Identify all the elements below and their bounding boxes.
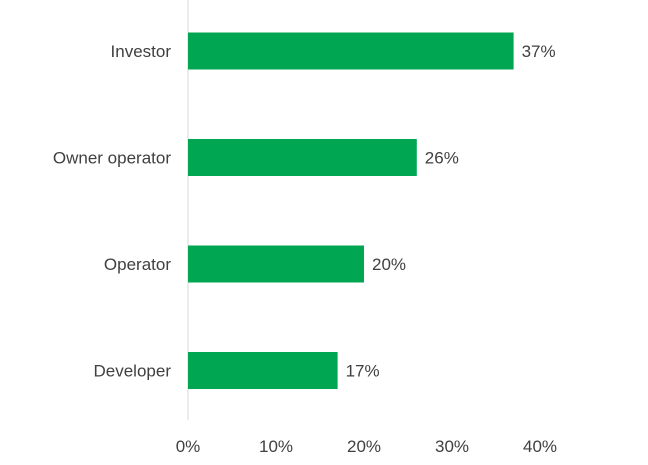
- category-label: Operator: [104, 255, 171, 274]
- value-label: 37%: [522, 42, 556, 61]
- x-tick-label: 10%: [259, 437, 293, 456]
- x-tick-labels: 0% 10% 20% 30% 40%: [176, 437, 557, 456]
- x-tick-label: 20%: [347, 437, 381, 456]
- bars-group: [188, 32, 514, 389]
- category-label: Investor: [111, 42, 172, 61]
- value-label: 17%: [346, 362, 380, 381]
- bar-investor: [188, 32, 514, 70]
- category-labels: Investor Owner operator Operator Developer: [53, 42, 171, 381]
- bar-developer: [188, 352, 338, 389]
- value-labels: 37% 26% 20% 17%: [346, 42, 556, 381]
- bar-owner-operator: [188, 139, 417, 176]
- x-tick-label: 30%: [435, 437, 469, 456]
- x-tick-label: 40%: [523, 437, 557, 456]
- bar-operator: [188, 245, 364, 283]
- category-label: Developer: [94, 362, 172, 381]
- category-label: Owner operator: [53, 149, 171, 168]
- value-label: 20%: [372, 255, 406, 274]
- x-tick-label: 0%: [176, 437, 201, 456]
- value-label: 26%: [425, 149, 459, 168]
